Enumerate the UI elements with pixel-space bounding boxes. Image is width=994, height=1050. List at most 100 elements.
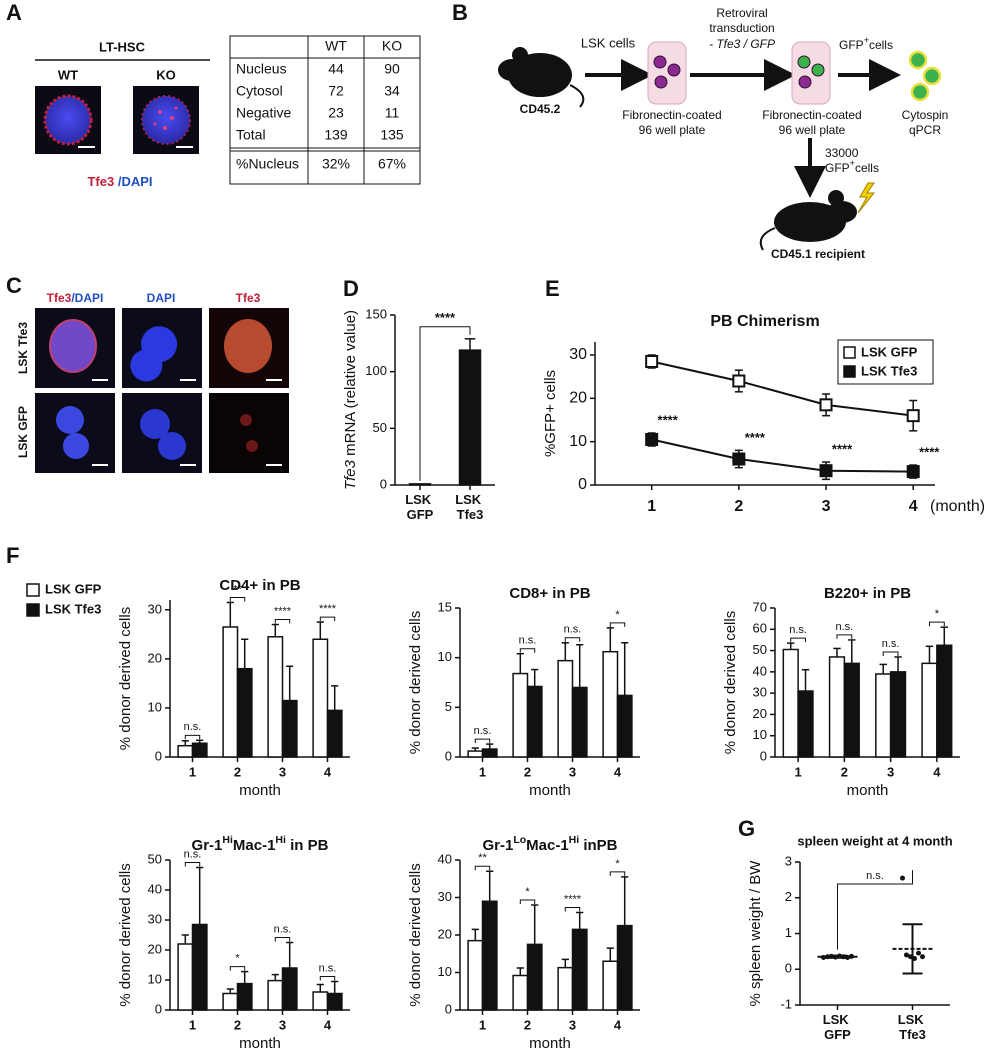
chart-title: PB Chimerism (710, 313, 819, 330)
superscript: + (864, 35, 869, 45)
significance-bracket (564, 907, 581, 912)
y-tick-label: 0 (380, 476, 387, 491)
marker (645, 433, 659, 446)
significance-bracket (837, 870, 913, 950)
significance-label: n.s. (519, 635, 537, 647)
significance-bracket (319, 616, 336, 622)
marker (732, 374, 746, 388)
bar (281, 699, 298, 758)
y-tick-label: 30 (438, 889, 452, 904)
bar (843, 662, 860, 758)
text: cells (869, 38, 893, 52)
table-cell: 90 (384, 61, 400, 77)
legend-swatch (843, 346, 856, 359)
table-cell: %Nucleus (236, 156, 299, 172)
chart-title-part: inPB (579, 837, 618, 854)
y-tick-label: 5 (445, 699, 452, 714)
stain-red: Tfe3 (47, 291, 72, 305)
x-tick-label: 3 (887, 764, 894, 779)
bar (481, 900, 498, 1011)
error-bar (331, 980, 339, 994)
y-tick-label: 0 (760, 748, 767, 763)
y-axis-label-part: Tfe3 (342, 459, 359, 490)
cells (653, 55, 681, 89)
significance-label: ** (478, 852, 487, 864)
bar (782, 648, 799, 758)
y-tick-label: 40 (438, 851, 452, 866)
y-tick-label: 60 (753, 621, 767, 636)
y-axis-label: %GFP+ cells (542, 370, 559, 457)
x-axis-label: month (529, 782, 571, 799)
panel-label: D (343, 276, 359, 301)
x-tick-label: 4 (614, 1017, 622, 1032)
cells (797, 55, 825, 89)
table-cell: 139 (324, 127, 348, 143)
bar (481, 748, 498, 758)
chart-title-part: Lo (513, 834, 526, 846)
bar (467, 939, 484, 1011)
x-axis-label: month (239, 782, 281, 799)
y-axis-label: % donor derived cells (117, 607, 134, 750)
x-axis-label: (month) (930, 498, 985, 515)
bar (921, 662, 938, 758)
significance-label: **** (274, 605, 292, 617)
x-tick-label: 2 (841, 764, 848, 779)
chart-title: spleen weight at 4 month (797, 833, 952, 848)
column-label: KO (156, 67, 176, 82)
y-tick-label: 70 (753, 599, 767, 614)
x-tick-label: LSK GFP (823, 1012, 853, 1042)
error-bar (516, 967, 524, 976)
significance-label: * (235, 953, 240, 965)
y-axis-label: % donor derived cells (117, 863, 134, 1006)
significance-label: n.s. (474, 725, 492, 737)
error-bar (576, 911, 584, 930)
point (920, 954, 925, 960)
text: GFP (839, 38, 864, 52)
label-line: Tfe3 (457, 507, 484, 522)
error-bar (801, 668, 810, 692)
row-label: LSK Tfe3 (16, 322, 30, 374)
table-cell: 32% (322, 156, 350, 172)
bar (408, 483, 432, 486)
vector-label: - Tfe3 / GFP (709, 37, 775, 51)
bar (326, 992, 343, 1011)
error-bar (787, 642, 795, 650)
error-bar (331, 685, 339, 711)
y-tick-label: 30 (148, 911, 162, 926)
label-line: LSK (823, 1012, 853, 1027)
error-bar (226, 988, 234, 994)
y-tick-label: 20 (753, 706, 767, 721)
well (647, 41, 687, 105)
y-tick-label: 40 (148, 881, 162, 896)
bar (602, 960, 619, 1011)
x-tick-label: 1 (479, 1017, 486, 1032)
panel-label: A (6, 0, 22, 25)
significance-bracket (319, 976, 336, 981)
error-bar (531, 904, 539, 945)
y-tick-label: -1 (780, 996, 792, 1011)
significance-label: n.s. (184, 848, 202, 860)
x-axis-label: month (239, 1035, 281, 1050)
significance-label: n.s. (564, 624, 582, 636)
y-tick-label: 50 (148, 851, 162, 866)
series-line (651, 438, 914, 473)
bar (177, 943, 194, 1011)
marker (906, 465, 920, 479)
bar (875, 673, 892, 758)
bar (616, 924, 633, 1011)
column-label: Tfe3 (236, 291, 261, 305)
plate-label: Fibronectin-coated (762, 108, 861, 122)
bar (191, 742, 208, 758)
bar (312, 638, 329, 758)
x-tick-label: 3 (279, 764, 286, 779)
marker (819, 464, 833, 478)
error-bar (925, 645, 934, 664)
error-bar (606, 627, 614, 652)
bar (797, 690, 814, 758)
step-label: transduction (709, 21, 774, 35)
mouse-icon (498, 47, 585, 108)
chart-title-part: in PB (286, 837, 329, 854)
chart-title: B220+ in PB (824, 585, 911, 602)
y-tick-label: 0 (155, 1001, 162, 1016)
significance-bracket (836, 634, 853, 639)
